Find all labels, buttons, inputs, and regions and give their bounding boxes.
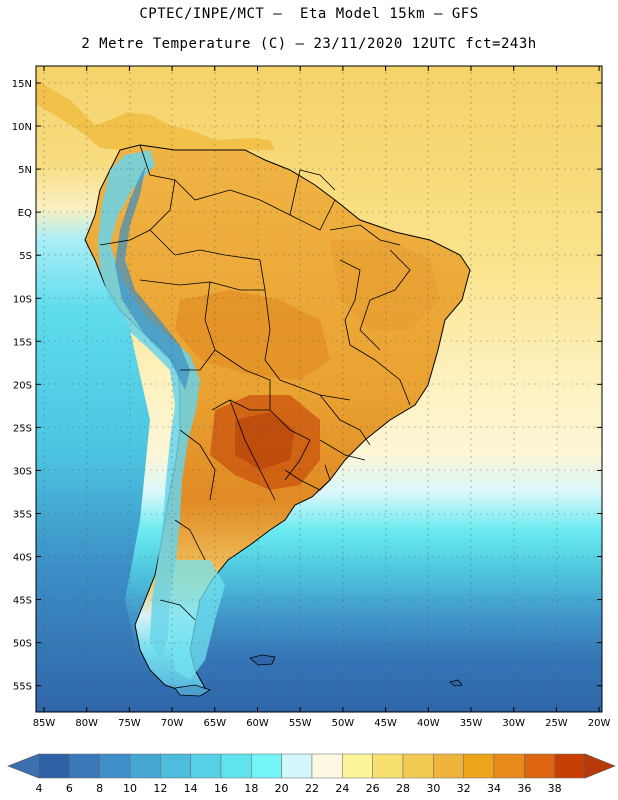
map-frame [35, 65, 603, 713]
lon-tick-label: 85W [33, 718, 56, 729]
south-georgia-island [449, 679, 463, 687]
lon-tick-label: 65W [203, 718, 226, 729]
lat-tick-label: 45S [13, 596, 32, 607]
colorbar [7, 753, 616, 779]
colorbar-label: 24 [335, 782, 350, 795]
map-title-line-2: 2 Metre Temperature (C) – 23/11/2020 12U… [81, 36, 537, 52]
pacific-ocean-field [36, 66, 150, 712]
colorbar-label: 4 [35, 782, 43, 795]
lon-tick-label: 70W [161, 718, 184, 729]
colorbar-label: 6 [65, 782, 73, 795]
colorbar-swatch [190, 753, 222, 779]
map-gridlines [36, 66, 602, 712]
patagonia-cool-region [168, 560, 225, 680]
longitude-ticks: 85W 80W 75W 70W 65W 60W 55W 50W 45W 40W 35W 30W 25W 2… [33, 66, 611, 729]
lon-tick-label: 75W [118, 718, 141, 729]
colorbar-swatch [524, 753, 555, 779]
colorbar-label: 18 [244, 782, 259, 795]
colorbar-label: 32 [456, 782, 471, 795]
colorbar-swatch [281, 753, 313, 779]
colorbar-label: 16 [214, 782, 228, 795]
lat-tick-label: 10S [13, 294, 32, 305]
colorbar-label: 14 [183, 782, 198, 795]
colorbar-label: 22 [305, 782, 319, 795]
lat-tick-label: 25S [13, 423, 32, 434]
lon-tick-label: 60W [246, 718, 269, 729]
colorbar-label: 26 [365, 782, 380, 795]
lat-tick-label: 10N [12, 122, 32, 133]
lat-tick-label: 5N [18, 165, 32, 176]
colorbar-label: 12 [153, 782, 168, 795]
lon-tick-label: 35W [460, 718, 483, 729]
lat-tick-label: 15N [12, 79, 32, 90]
colorbar-label: 34 [487, 782, 501, 795]
lon-tick-label: 45W [374, 718, 397, 729]
colorbar-swatch [493, 753, 525, 779]
northeast-warm-patch [330, 240, 440, 330]
colorbar-swatch [69, 753, 100, 779]
colorbar-label: 38 [547, 782, 562, 795]
colorbar-swatch [342, 753, 373, 779]
colorbar-swatch [402, 753, 434, 779]
colorbar-swatch [433, 753, 464, 779]
colorbar-swatch [160, 753, 191, 779]
colorbar-swatch [554, 753, 586, 779]
hottest-core-region [235, 412, 295, 470]
lon-tick-label: 80W [75, 718, 98, 729]
lon-tick-label: 20W [588, 718, 611, 729]
lat-tick-label: 35S [13, 510, 32, 521]
colorbar-swatch [38, 753, 70, 779]
lat-tick-label: 30S [13, 466, 32, 477]
colorbar-label: 28 [396, 782, 410, 795]
colorbar-left-arrow [7, 753, 40, 779]
lon-tick-label: 55W [289, 718, 312, 729]
colorbar-label: 8 [96, 782, 104, 795]
lon-tick-label: 40W [417, 718, 440, 729]
colorbar-right-arrow [584, 753, 616, 779]
lat-tick-label: 50S [13, 639, 32, 650]
colorbar-swatch [251, 753, 282, 779]
lat-tick-label: EQ [18, 208, 32, 219]
colorbar-label: 30 [426, 782, 441, 795]
colorbar-label: 36 [517, 782, 532, 795]
colorbar-swatch [311, 753, 343, 779]
central-america-land [36, 80, 275, 150]
lon-tick-label: 50W [332, 718, 355, 729]
colorbar-swatch [372, 753, 404, 779]
colorbar-swatch [129, 753, 161, 779]
lat-tick-label: 40S [13, 553, 32, 564]
falkland-islands [249, 654, 276, 666]
map-title-line-1: CPTEC/INPE/MCT – Eta Model 15km – GFS [139, 6, 479, 22]
colorbar-label: 10 [123, 782, 137, 795]
lat-tick-label: 55S [13, 682, 32, 693]
latitude-ticks: 15N 10N 5N EQ 5S 10S 15S 20S 25S 30S 35S 40S 45S 50S 5… [12, 79, 602, 693]
colorbar-label: 20 [274, 782, 289, 795]
lat-tick-label: 15S [13, 337, 32, 348]
tierra-del-fuego [174, 684, 211, 697]
colorbar-swatch [463, 753, 495, 779]
andes-cold-strip [98, 150, 200, 660]
lat-tick-label: 5S [19, 251, 32, 262]
interior-warm-patch [175, 290, 330, 380]
lon-tick-label: 30W [502, 718, 525, 729]
colorbar-swatch [220, 753, 252, 779]
lon-tick-label: 25W [545, 718, 568, 729]
lat-tick-label: 20S [13, 380, 32, 391]
colorbar-swatch [99, 753, 131, 779]
